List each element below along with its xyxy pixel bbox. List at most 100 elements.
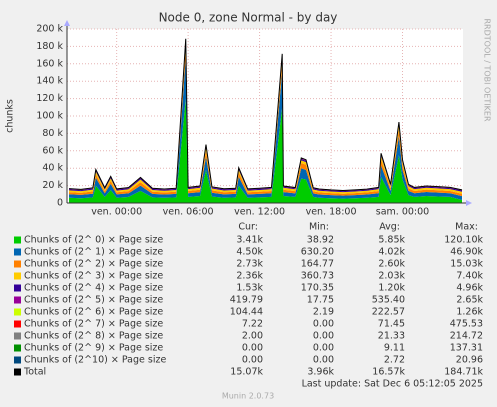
y-tick-label: 100 k: [36, 111, 63, 122]
legend-stat: 46.90k: [450, 247, 483, 258]
legend-stat: 15.07k: [230, 367, 263, 378]
legend-swatch: [14, 320, 21, 328]
stats-header: Min:: [309, 222, 329, 233]
legend-stat: 184.71k: [444, 367, 483, 378]
x-tick-label: ven. 06:00: [163, 207, 214, 218]
stats-header: Cur:: [238, 222, 258, 233]
legend-stat: 360.73: [301, 271, 334, 282]
legend-stat: 164.77: [301, 259, 334, 270]
legend-label: Chunks of (2^ 1) × Page size: [24, 247, 163, 258]
y-tick-label: 180 k: [36, 41, 63, 52]
legend-label: Chunks of (2^ 5) × Page size: [24, 295, 163, 306]
legend-stat: 170.35: [301, 283, 334, 294]
legend-stat: 20.96: [456, 355, 483, 366]
legend-stat: 475.53: [450, 319, 483, 330]
legend-stat: 3.41k: [236, 235, 263, 246]
legend-stat: 419.79: [230, 295, 263, 306]
legend-stat: 630.20: [301, 247, 334, 258]
y-axis-arrow: [64, 20, 70, 26]
legend-stat: 21.33: [378, 331, 405, 342]
legend-stat: 0.00: [242, 343, 263, 354]
legend-swatch: [14, 368, 21, 376]
legend-swatch: [14, 284, 21, 292]
legend-stat: 15.03k: [450, 259, 483, 270]
legend-stat: 104.44: [230, 307, 263, 318]
legend-stat: 0.00: [242, 355, 263, 366]
legend-stat: 2.73k: [236, 259, 263, 270]
legend-stat: 7.22: [242, 319, 263, 330]
x-tick-label: ven. 18:00: [306, 207, 357, 218]
legend-stat: 120.10k: [444, 235, 483, 246]
legend-swatch: [14, 332, 21, 340]
legend-stat: 38.92: [307, 235, 334, 246]
legend-stat: 2.19: [313, 307, 334, 318]
legend-label: Chunks of (2^ 4) × Page size: [24, 283, 163, 294]
legend-stat: 1.53k: [236, 283, 263, 294]
last-update: Last update: Sat Dec 6 05:12:05 2025: [302, 379, 483, 390]
stats-header: Max:: [455, 222, 478, 233]
y-tick-label: 0: [57, 198, 63, 209]
x-tick-label: ven. 00:00: [91, 207, 142, 218]
legend-swatch: [14, 236, 21, 244]
legend-label: Total: [23, 367, 46, 378]
legend-label: Chunks of (2^ 3) × Page size: [24, 271, 163, 282]
legend-swatch: [14, 296, 21, 304]
legend-stat: 9.11: [384, 343, 405, 354]
y-tick-label: 40 k: [42, 163, 63, 174]
legend-label: Chunks of (2^ 2) × Page size: [24, 259, 163, 270]
legend-stat: 2.00: [242, 331, 263, 342]
legend-stat: 0.00: [313, 319, 334, 330]
legend-swatch: [14, 248, 21, 256]
legend-stat: 2.72: [384, 355, 405, 366]
legend-label: Chunks of (2^ 8) × Page size: [24, 331, 163, 342]
legend-stat: 2.03k: [378, 271, 405, 282]
legend-stat: 5.85k: [378, 235, 405, 246]
legend-stat: 4.50k: [236, 247, 263, 258]
legend-label: Chunks of (2^ 7) × Page size: [24, 319, 163, 330]
legend-stat: 7.40k: [456, 271, 483, 282]
legend-label: Chunks of (2^ 9) × Page size: [24, 343, 163, 354]
legend-stat: 71.45: [378, 319, 405, 330]
legend-stat: 214.72: [450, 331, 483, 342]
side-text: RRDTOOL / TOBI OETIKER: [483, 18, 492, 121]
y-tick-label: 140 k: [36, 76, 63, 87]
legend-stat: 17.75: [307, 295, 334, 306]
legend-label: Chunks of (2^ 6) × Page size: [24, 307, 163, 318]
x-axis-arrow: [466, 200, 472, 206]
y-tick-label: 20 k: [42, 180, 63, 191]
legend-swatch: [14, 260, 21, 268]
legend-swatch: [14, 272, 21, 280]
legend-stat: 535.40: [372, 295, 405, 306]
legend-stat: 16.57k: [372, 367, 405, 378]
legend-stat: 0.00: [313, 331, 334, 342]
legend-stat: 0.00: [313, 355, 334, 366]
legend-stat: 137.31: [450, 343, 483, 354]
legend-stat: 3.96k: [307, 367, 334, 378]
legend-stat: 2.60k: [378, 259, 405, 270]
y-tick-label: 120 k: [36, 93, 63, 104]
legend-stat: 1.26k: [456, 307, 483, 318]
legend-label: Chunks of (2^ 0) × Page size: [24, 235, 163, 246]
legend-stat: 2.65k: [456, 295, 483, 306]
total-line: [68, 38, 463, 191]
y-tick-label: 80 k: [42, 128, 63, 139]
y-tick-label: 60 k: [42, 145, 63, 156]
legend-stat: 0.00: [313, 343, 334, 354]
legend-swatch: [14, 308, 21, 316]
legend-stat: 1.20k: [378, 283, 405, 294]
legend-label: Chunks of (2^10) × Page size: [24, 355, 166, 366]
footer: Munin 2.0.73: [222, 392, 274, 401]
y-axis-label: chunks: [5, 99, 16, 133]
x-tick-label: ven. 12:00: [234, 207, 285, 218]
chart-title: Node 0, zone Normal - by day: [159, 11, 338, 25]
legend-swatch: [14, 344, 21, 352]
legend-swatch: [14, 356, 21, 364]
legend-stat: 4.96k: [456, 283, 483, 294]
stats-header: Avg:: [379, 222, 400, 233]
y-tick-label: 200 k: [36, 24, 63, 35]
y-tick-label: 160 k: [36, 58, 63, 69]
legend-stat: 222.57: [372, 307, 405, 318]
legend-stat: 4.02k: [378, 247, 405, 258]
x-tick-label: sam. 00:00: [376, 207, 429, 218]
